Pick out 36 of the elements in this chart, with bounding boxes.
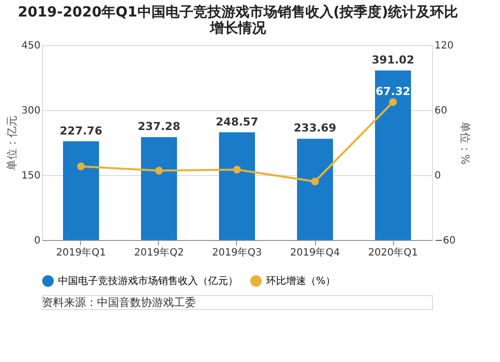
bar	[219, 132, 255, 240]
data-label: 67.32	[376, 85, 410, 98]
point	[389, 98, 397, 106]
x-tick-label: 2019年Q2	[134, 246, 184, 258]
point	[77, 162, 85, 170]
y2-axis-title: 单位：%	[458, 121, 472, 165]
y2-tick-label: −60	[434, 236, 456, 246]
data-label: 233.69	[294, 122, 336, 135]
bar	[375, 70, 411, 240]
x-tick-label: 2019年Q4	[290, 246, 340, 258]
data-label: 248.57	[216, 115, 258, 128]
x-tick-label: 2019年Q1	[56, 246, 106, 258]
x-tick-label: 2020年Q1	[368, 246, 418, 258]
y2-tick-label: 60	[434, 106, 448, 116]
x-tick-label: 2019年Q3	[212, 246, 262, 258]
y-axis-title: 单位：亿元	[5, 116, 18, 170]
y-tick-label: 300	[21, 106, 40, 116]
data-label: 237.28	[138, 120, 180, 134]
legend-label: 环比增速（%）	[266, 275, 336, 287]
bar	[141, 137, 177, 240]
y-tick-label: 0	[34, 236, 40, 246]
bar	[63, 141, 99, 240]
text: 增长情况	[210, 20, 266, 36]
legend-label: 中国电子竞技游戏市场销售收入（亿元）	[58, 275, 238, 287]
data-label: 391.02	[372, 54, 414, 67]
y2-tick-label: 0	[434, 170, 441, 182]
y-tick-label: 450	[21, 40, 40, 52]
bar	[297, 138, 333, 240]
point	[311, 178, 319, 186]
text: 资料来源：中国音数协游戏工委	[42, 296, 196, 309]
y2-tick-label: 120	[434, 40, 454, 52]
y-tick-label: 150	[21, 170, 40, 182]
point	[233, 166, 241, 174]
point	[155, 166, 163, 175]
text: 2019-2020年Q1中国电子竞技游戏市场销售收入(按季度)统计及环比	[18, 4, 458, 20]
data-label: 227.76	[60, 124, 103, 138]
